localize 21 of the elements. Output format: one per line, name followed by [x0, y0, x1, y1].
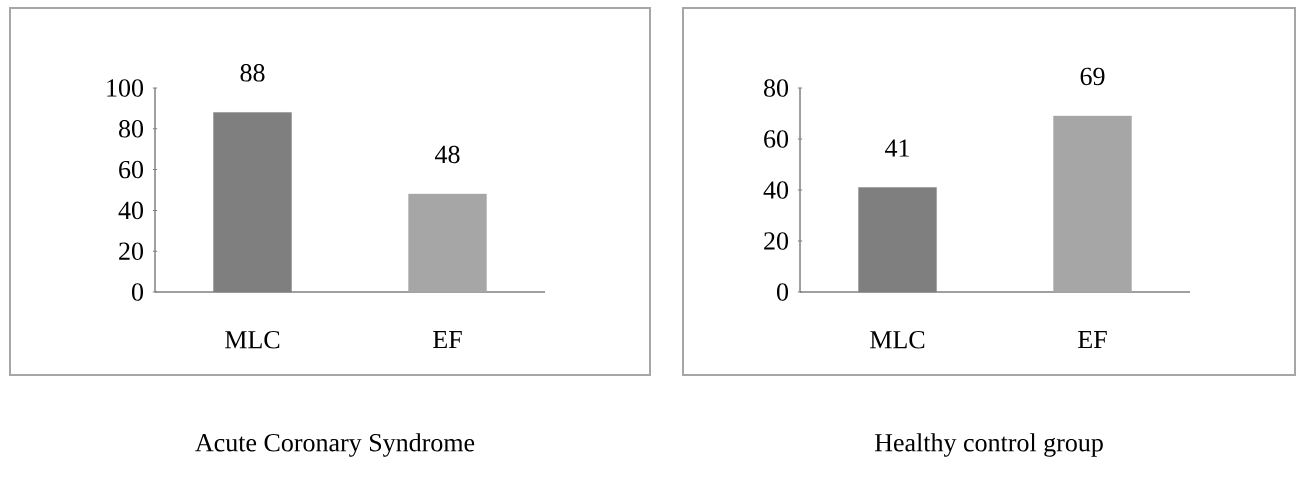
x-tick-label: EF	[433, 330, 462, 349]
x-tick-label: MLC	[870, 330, 925, 349]
text: Healthy control group	[874, 433, 1103, 457]
y-tick-label: 0	[131, 283, 144, 301]
y-tick-label: 80	[118, 120, 144, 138]
data-label: 88	[240, 64, 265, 82]
x-tick-label: EF	[1078, 330, 1107, 349]
y-tick-label: 100	[107, 79, 144, 97]
text: Acute Coronary Syndrome	[195, 433, 475, 457]
x-tick-label: MLC	[225, 330, 280, 349]
y-tick-label: 0	[777, 283, 789, 301]
y-tick-label: 60	[119, 160, 144, 179]
y-tick-label: 60	[764, 130, 789, 148]
y-tick-label: 40	[118, 201, 144, 220]
y-tick-label: 40	[763, 181, 789, 199]
y-tick-label: 20	[119, 242, 144, 260]
data-label: 69	[1080, 67, 1105, 86]
y-tick-label: 80	[764, 79, 789, 97]
data-label: 41	[885, 139, 909, 157]
y-tick-label: 20	[764, 232, 789, 250]
data-label: 48	[435, 145, 460, 164]
